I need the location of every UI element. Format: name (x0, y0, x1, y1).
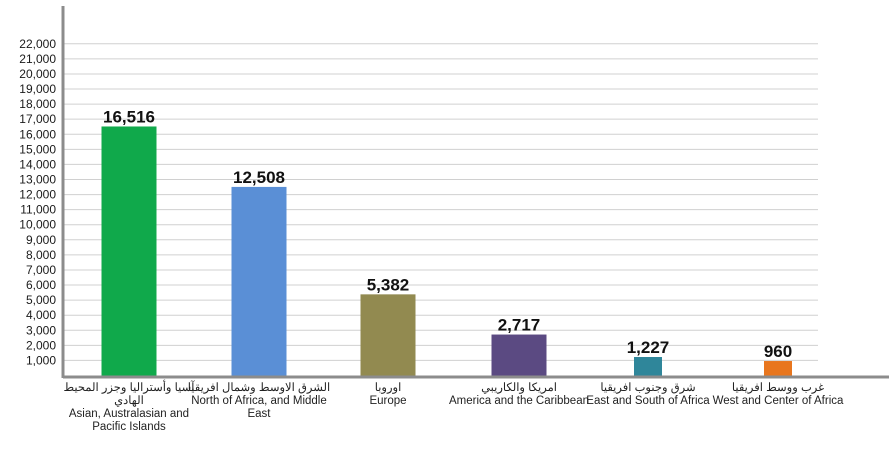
bar-value-label: 2,717 (498, 316, 541, 335)
y-tick-label: 18,000 (19, 97, 56, 111)
bar (491, 334, 547, 376)
y-tick-label: 17,000 (19, 112, 56, 126)
y-tick-label: 13,000 (19, 172, 56, 186)
bar-value-label: 12,508 (233, 168, 285, 187)
y-tick-label: 3,000 (26, 323, 56, 337)
value-labels: 16,516 12,508 5,382 2,717 1,227 960 (103, 107, 792, 361)
category-label: امريكا والكاريبي America and the Caribbea… (444, 382, 594, 408)
category-label-arabic: آسيا وأستراليا وجزر المحيط الهادي (63, 382, 195, 407)
bar (101, 126, 157, 376)
category-label-arabic: غرب ووسط افريقيا (731, 382, 825, 394)
y-tick-label: 10,000 (19, 218, 56, 232)
bar-value-label: 16,516 (103, 107, 155, 126)
y-tick-label: 1,000 (26, 353, 56, 367)
y-tick-label: 7,000 (26, 263, 56, 277)
y-tick-label: 21,000 (19, 52, 56, 66)
y-tick-label: 19,000 (19, 82, 56, 96)
bar (231, 186, 287, 376)
y-tick-label: 11,000 (20, 203, 56, 217)
y-tick-label: 15,000 (19, 142, 56, 156)
category-label-english: East and South of Africa (586, 395, 710, 407)
category-label-english: Asian, Australasian and Pacific Islands (68, 408, 190, 433)
category-label-english: North of Africa, and Middle East (191, 395, 327, 420)
category-label-arabic: الشرق الاوسط وشمال افريقيا (187, 382, 331, 394)
y-tick-label: 12,000 (19, 188, 56, 202)
category-label-arabic: شرق وجنوب افريقيا (600, 382, 696, 394)
category-label: غرب ووسط افريقيا West and Center of Afric… (703, 382, 853, 408)
y-tick-label: 5,000 (26, 293, 56, 307)
category-label-english: America and the Caribbean (449, 395, 589, 407)
bar (360, 294, 416, 376)
bar-value-label: 960 (764, 342, 792, 361)
category-label-arabic: اوروبا (374, 382, 402, 394)
y-tick-label: 16,000 (19, 127, 56, 141)
category-label-english: West and Center of Africa (712, 395, 844, 407)
bar (764, 361, 792, 376)
category-label: آسيا وأستراليا وجزر المحيط الهادي Asian, … (54, 382, 204, 434)
category-label: اوروبا Europe (313, 382, 463, 408)
y-tick-label: 8,000 (26, 248, 56, 262)
category-label-english: Europe (369, 395, 407, 407)
y-tick-label: 14,000 (19, 157, 56, 171)
bars (101, 126, 792, 376)
bar-value-label: 1,227 (627, 338, 670, 357)
gridlines (63, 43, 818, 361)
y-tick-label: 4,000 (26, 308, 56, 322)
category-label-arabic: امريكا والكاريبي (481, 382, 557, 394)
category-label: الشرق الاوسط وشمال افريقيا North of Afric… (184, 382, 334, 421)
y-tick-label: 9,000 (26, 233, 56, 247)
y-tick-label: 20,000 (19, 67, 56, 81)
y-tick-label: 6,000 (26, 278, 56, 292)
category-label: شرق وجنوب افريقيا East and South of Afric… (573, 382, 723, 408)
y-axis-tick-labels: 1,0002,0003,0004,0005,0006,0007,0008,000… (19, 37, 56, 368)
y-tick-label: 2,000 (26, 338, 56, 352)
y-tick-label: 22,000 (19, 37, 56, 51)
bar-value-label: 5,382 (367, 275, 410, 294)
bar (634, 357, 662, 376)
